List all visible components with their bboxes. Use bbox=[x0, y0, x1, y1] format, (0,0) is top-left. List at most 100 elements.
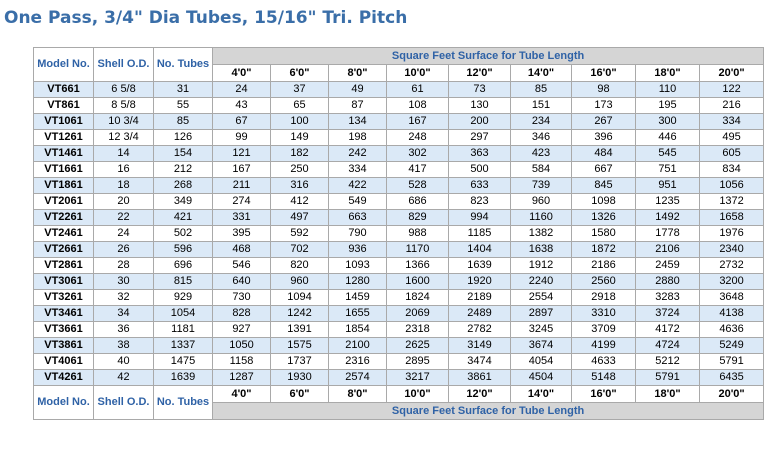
surface-cell: 423 bbox=[510, 145, 572, 162]
model-cell: VT3861 bbox=[33, 337, 94, 354]
surface-cell: 3709 bbox=[571, 321, 636, 338]
surface-cell: 605 bbox=[698, 145, 765, 162]
surface-cell: 1391 bbox=[270, 321, 329, 338]
surface-cell: 1280 bbox=[328, 273, 387, 290]
surface-cell: 331 bbox=[212, 209, 271, 226]
surface-cell: 195 bbox=[635, 97, 700, 114]
table-row: VT2661 26 596 468 702 936 1170 1404 1638 1872 2106… bbox=[33, 241, 765, 258]
length-header-7: 18'0" bbox=[635, 64, 700, 82]
surface-cell: 98 bbox=[571, 81, 636, 98]
length-footer-4: 12'0" bbox=[448, 385, 511, 403]
col-footer-shell: Shell O.D. bbox=[93, 385, 154, 420]
model-cell: VT2861 bbox=[33, 257, 94, 274]
surface-cell: 4054 bbox=[510, 353, 572, 370]
surface-cell: 250 bbox=[270, 161, 329, 178]
surface-cell: 167 bbox=[212, 161, 271, 178]
surface-cell: 108 bbox=[386, 97, 449, 114]
surface-cell: 1326 bbox=[571, 209, 636, 226]
tubes-cell: 421 bbox=[153, 209, 213, 226]
col-footer-group: Square Feet Surface for Tube Length bbox=[211, 402, 765, 420]
table-body: VT661 6 5/8 31 24 37 49 61 73 85 98 110 122 VT861 8 5… bbox=[33, 81, 765, 386]
surface-cell: 1093 bbox=[328, 257, 387, 274]
surface-cell: 3674 bbox=[510, 337, 572, 354]
surface-cell: 3310 bbox=[571, 305, 636, 322]
shell-cell: 38 bbox=[93, 337, 154, 354]
length-footer-7: 18'0" bbox=[635, 385, 700, 403]
tubes-cell: 502 bbox=[153, 225, 213, 242]
surface-cell: 130 bbox=[448, 97, 511, 114]
model-cell: VT4261 bbox=[33, 369, 94, 386]
length-header-1: 6'0" bbox=[270, 64, 329, 82]
surface-cell: 363 bbox=[448, 145, 511, 162]
surface-cell: 5148 bbox=[571, 369, 636, 386]
table-row: VT2061 20 349 274 412 549 686 823 960 1098 1235 137… bbox=[33, 193, 765, 210]
surface-cell: 198 bbox=[328, 129, 387, 146]
surface-cell: 2240 bbox=[510, 273, 572, 290]
surface-cell: 702 bbox=[270, 241, 329, 258]
surface-cell: 1575 bbox=[270, 337, 329, 354]
surface-cell: 3474 bbox=[448, 353, 511, 370]
table-row: VT3061 30 815 640 960 1280 1600 1920 2240 2560 288… bbox=[33, 273, 765, 290]
model-cell: VT3661 bbox=[33, 321, 94, 338]
surface-cell: 2782 bbox=[448, 321, 511, 338]
surface-cell: 1639 bbox=[448, 257, 511, 274]
model-cell: VT861 bbox=[33, 97, 94, 114]
surface-cell: 3217 bbox=[386, 369, 449, 386]
col-header-group: Square Feet Surface for Tube Length bbox=[211, 47, 765, 65]
header-row-lengths: 4'0" 6'0" 8'0" 10'0" 12'0" 14'0" 16'0" 18'0" 20'… bbox=[34, 64, 765, 82]
surface-cell: 300 bbox=[635, 113, 700, 130]
table-row: VT861 8 5/8 55 43 65 87 108 130 151 173 195 216 bbox=[33, 97, 765, 114]
surface-cell: 121 bbox=[212, 145, 271, 162]
table-row: VT4261 42 1639 1287 1930 2574 3217 3861 4504 5148… bbox=[33, 369, 765, 386]
surface-cell: 960 bbox=[510, 193, 572, 210]
surface-cell: 200 bbox=[448, 113, 511, 130]
table-row: VT1461 14 154 121 182 242 302 363 423 484 545 605 bbox=[33, 145, 765, 162]
surface-cell: 211 bbox=[212, 177, 271, 194]
table-row: VT1061 10 3/4 85 67 100 134 167 200 234 267 300 334 bbox=[33, 113, 765, 130]
surface-cell: 828 bbox=[212, 305, 271, 322]
surface-cell: 346 bbox=[510, 129, 572, 146]
shell-cell: 22 bbox=[93, 209, 154, 226]
surface-cell: 584 bbox=[510, 161, 572, 178]
shell-cell: 8 5/8 bbox=[93, 97, 154, 114]
surface-cell: 549 bbox=[328, 193, 387, 210]
shell-cell: 36 bbox=[93, 321, 154, 338]
surface-cell: 951 bbox=[635, 177, 700, 194]
surface-cell: 1854 bbox=[328, 321, 387, 338]
surface-cell: 2316 bbox=[328, 353, 387, 370]
surface-cell: 1366 bbox=[386, 257, 449, 274]
surface-cell: 1372 bbox=[698, 193, 765, 210]
surface-cell: 2186 bbox=[571, 257, 636, 274]
tube-surface-table: Model No. Shell O.D. No. Tubes Square Fe… bbox=[33, 47, 765, 420]
surface-cell: 1158 bbox=[212, 353, 271, 370]
surface-cell: 1185 bbox=[448, 225, 511, 242]
surface-cell: 730 bbox=[212, 289, 271, 306]
surface-cell: 234 bbox=[510, 113, 572, 130]
surface-cell: 2895 bbox=[386, 353, 449, 370]
surface-cell: 1638 bbox=[510, 241, 572, 258]
surface-cell: 24 bbox=[212, 81, 271, 98]
model-cell: VT2061 bbox=[33, 193, 94, 210]
surface-cell: 1655 bbox=[328, 305, 387, 322]
model-cell: VT1861 bbox=[33, 177, 94, 194]
length-header-2: 8'0" bbox=[328, 64, 387, 82]
length-header-3: 10'0" bbox=[386, 64, 449, 82]
surface-cell: 87 bbox=[328, 97, 387, 114]
shell-cell: 16 bbox=[93, 161, 154, 178]
model-cell: VT3461 bbox=[33, 305, 94, 322]
model-cell: VT2661 bbox=[33, 241, 94, 258]
surface-cell: 216 bbox=[698, 97, 765, 114]
surface-cell: 960 bbox=[270, 273, 329, 290]
surface-cell: 1160 bbox=[510, 209, 572, 226]
tubes-cell: 85 bbox=[153, 113, 213, 130]
surface-cell: 1459 bbox=[328, 289, 387, 306]
length-footer-0: 4'0" bbox=[212, 385, 271, 403]
surface-cell: 412 bbox=[270, 193, 329, 210]
surface-cell: 1658 bbox=[698, 209, 765, 226]
surface-cell: 936 bbox=[328, 241, 387, 258]
col-header-model: Model No. bbox=[33, 47, 94, 82]
table-row: VT3661 36 1181 927 1391 1854 2318 2782 3245 3709 4… bbox=[33, 321, 765, 338]
surface-cell: 173 bbox=[571, 97, 636, 114]
tubes-cell: 55 bbox=[153, 97, 213, 114]
surface-cell: 988 bbox=[386, 225, 449, 242]
